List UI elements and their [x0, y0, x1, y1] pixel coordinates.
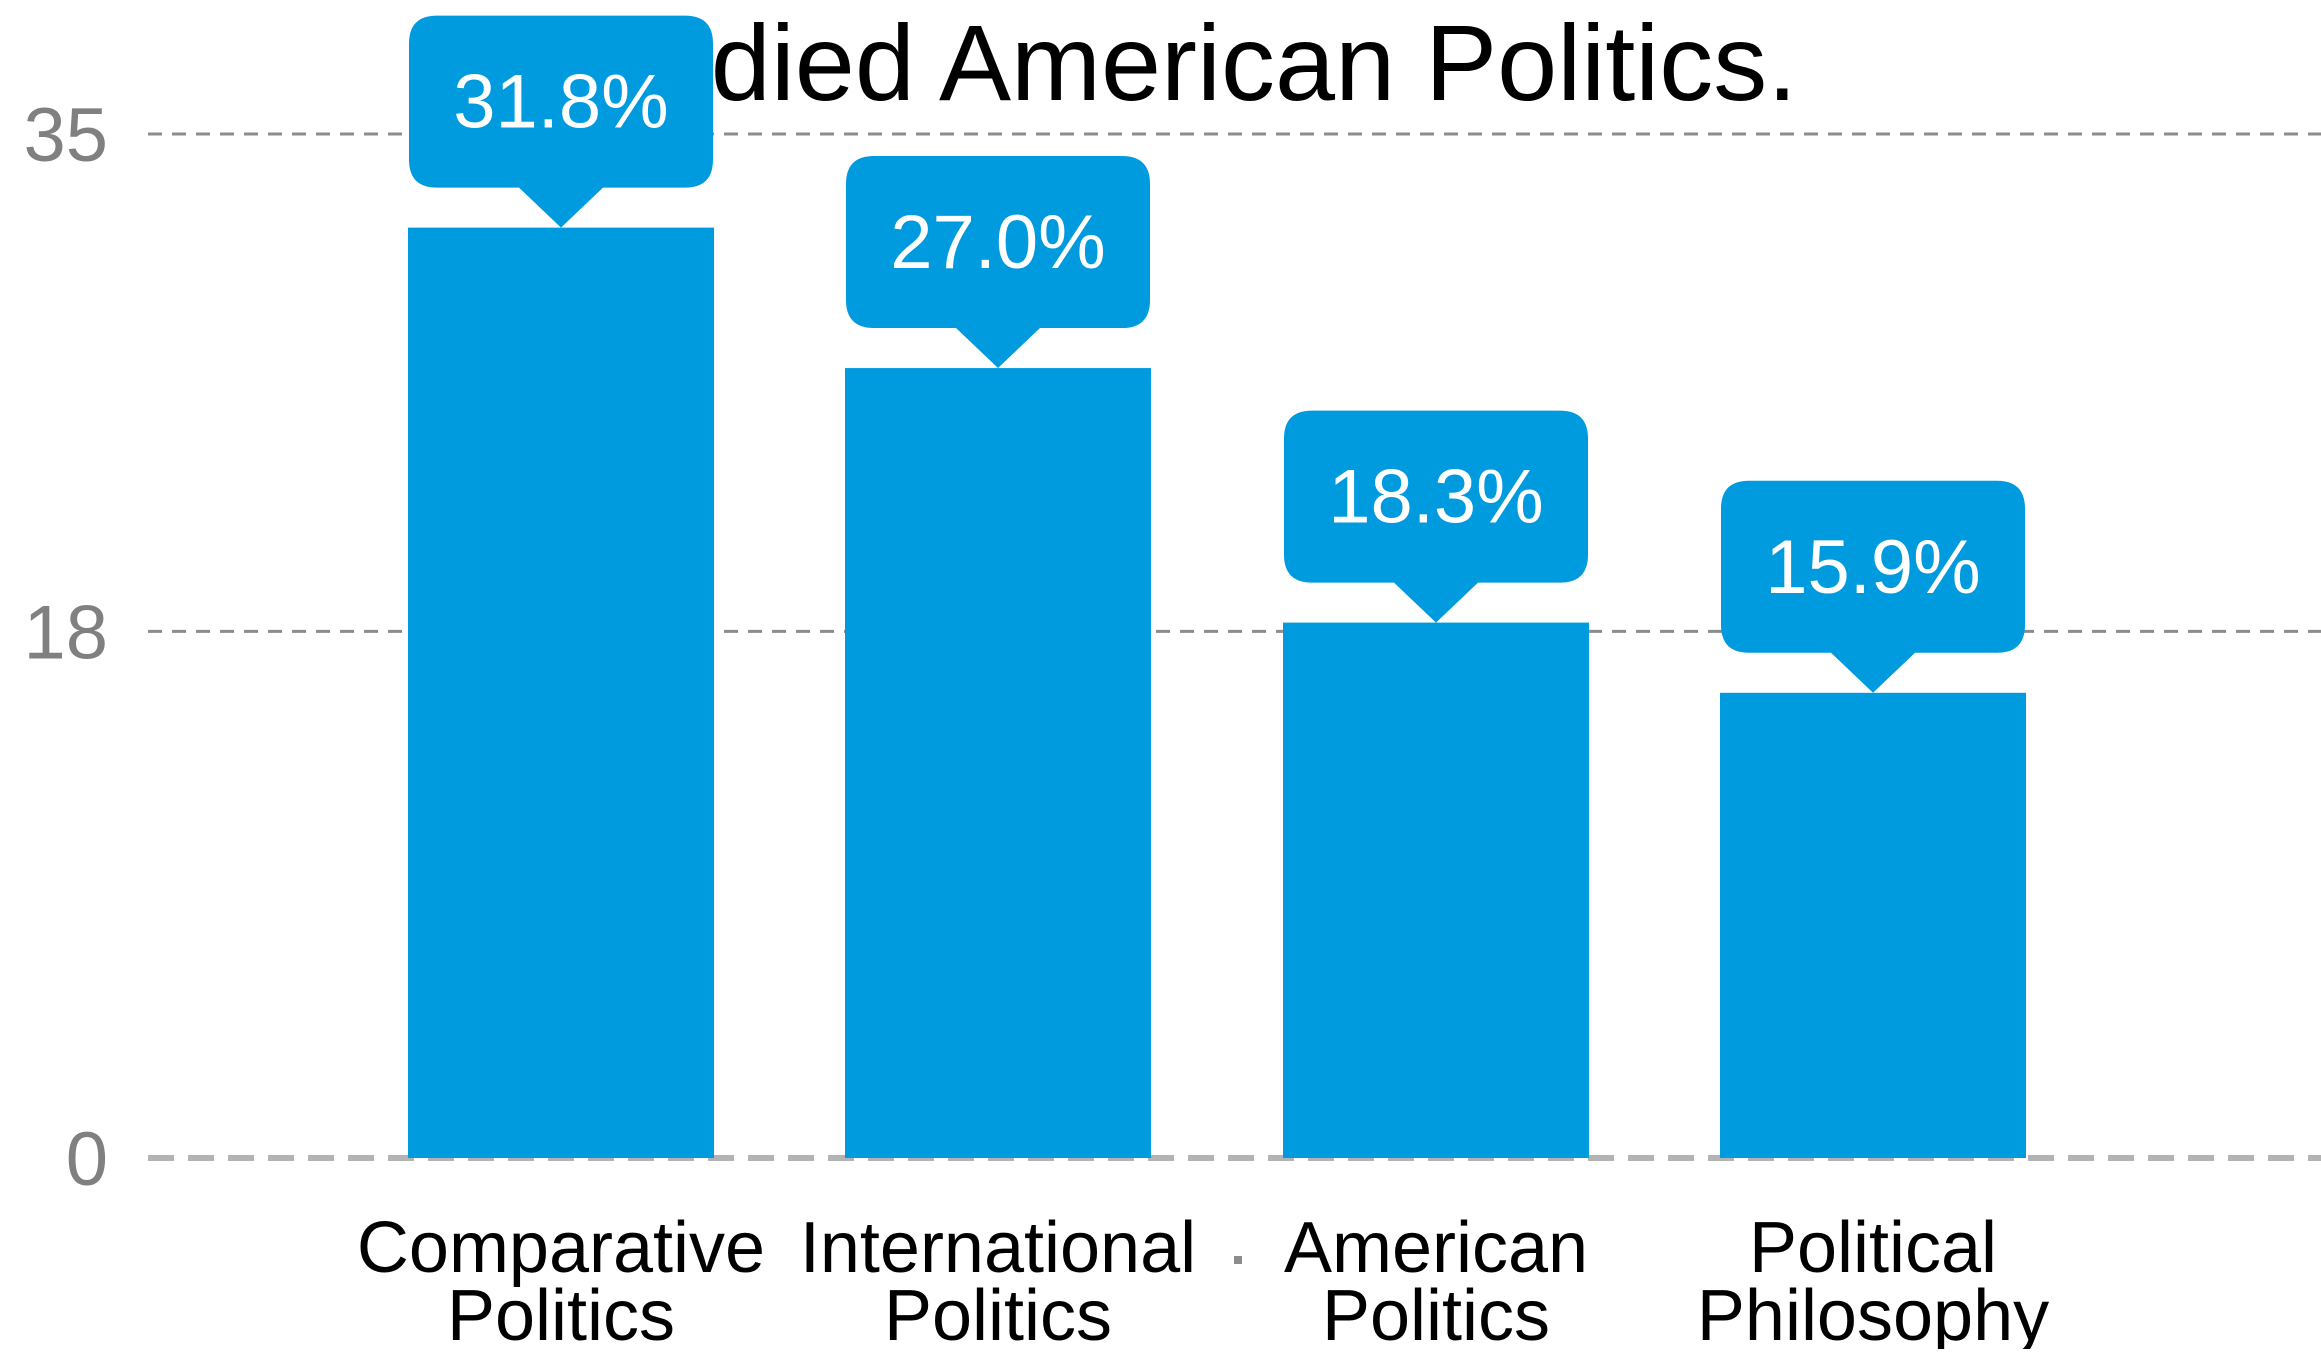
- y-axis-ticks: 0 18 35: [23, 93, 108, 1202]
- y-tick-label: 0: [66, 1117, 108, 1202]
- y-tick-label: 35: [23, 93, 108, 178]
- bar: [1283, 622, 1589, 1158]
- x-tick-label: International Politics: [800, 1208, 1196, 1349]
- bar: [1720, 692, 2026, 1158]
- bars: 31.8% 27.0% 18.3% 15.9%: [408, 15, 2026, 1158]
- chart-title: died American Politics.: [711, 2, 1798, 123]
- x-tick-label: Political Philosophy: [1697, 1208, 2049, 1349]
- data-label: 15.9%: [1765, 525, 1981, 610]
- bar: [408, 227, 714, 1158]
- y-tick-label: 18: [23, 590, 108, 675]
- data-label: 31.8%: [453, 60, 669, 145]
- value-callout: [1721, 480, 2025, 693]
- x-tick-label: American Politics: [1284, 1208, 1588, 1349]
- data-label: 18.3%: [1328, 455, 1544, 540]
- separator-mark: [1234, 1256, 1242, 1264]
- x-tick-label: Comparative Politics: [357, 1208, 765, 1349]
- value-callout: [846, 156, 1150, 369]
- value-callout: [409, 15, 713, 228]
- bar: [845, 368, 1151, 1158]
- data-label: 27.0%: [890, 200, 1106, 285]
- value-callout: [1284, 410, 1588, 623]
